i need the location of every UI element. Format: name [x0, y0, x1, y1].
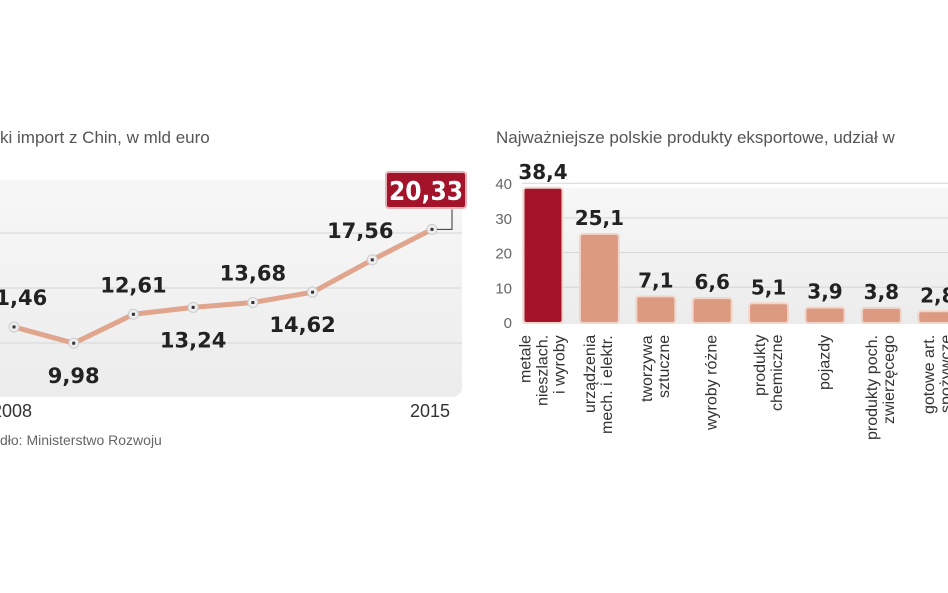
data-point-center	[191, 305, 195, 309]
data-point-center	[12, 325, 16, 329]
data-label: 2,8	[920, 283, 948, 307]
bar-chart-title: Najważniejsze polskie produkty eksportow…	[496, 128, 895, 147]
data-label: 9,98	[48, 364, 100, 388]
data-label: 13,68	[220, 262, 286, 286]
category-label: pojazdy	[816, 335, 834, 391]
data-label: 20,33	[389, 177, 463, 207]
data-point-center	[131, 312, 135, 316]
bar	[637, 297, 675, 322]
data-point-center	[251, 301, 255, 305]
data-label: 17,56	[327, 219, 393, 243]
data-label: 5,1	[751, 275, 786, 299]
bar	[750, 304, 788, 322]
data-label: 38,4	[518, 160, 567, 184]
bar	[862, 308, 900, 322]
y-tick-label: 10	[495, 280, 512, 297]
data-label: 6,6	[694, 270, 729, 294]
y-tick-label: 40	[495, 176, 512, 193]
data-label: 13,24	[160, 328, 226, 352]
y-tick-label: 20	[495, 246, 512, 263]
data-label: 14,62	[269, 313, 335, 337]
source-note: dło: Ministerstwo Rozwoju	[0, 432, 162, 448]
bar	[693, 299, 731, 322]
line-series	[13, 227, 434, 346]
data-label: 3,9	[807, 279, 842, 303]
data-label: 11,46	[0, 286, 47, 310]
highlight-label-box	[385, 171, 467, 209]
data-label: 12,61	[100, 273, 166, 297]
data-label: 3,8	[864, 280, 899, 304]
data-point-center	[311, 290, 315, 294]
category-label: produkty poch. zwierzęcego	[864, 335, 899, 440]
x-tick-label: 2008	[0, 401, 33, 421]
data-label: 25,1	[575, 206, 624, 230]
bar	[580, 234, 618, 322]
category-label: wyroby różne	[703, 335, 721, 431]
data-label: 7,1	[638, 268, 673, 292]
bar	[919, 312, 948, 322]
y-tick-label: 0	[504, 315, 512, 332]
category-label: produkty chemiczne	[751, 335, 786, 412]
x-tick-label: 2015	[410, 401, 451, 421]
data-point-center	[430, 227, 434, 231]
category-label: metale nieszlach. i wyroby	[517, 335, 569, 407]
category-label: gotowe art. spożywcze	[920, 335, 948, 415]
bar	[806, 308, 844, 322]
category-label: tworzywa sztuczne	[638, 335, 673, 402]
data-point-center	[72, 341, 76, 345]
data-point-center	[370, 258, 374, 262]
y-tick-label: 30	[495, 211, 512, 228]
callout-leader	[437, 209, 453, 230]
line-chart-title: ki import z Chin, w mld euro	[0, 128, 210, 147]
category-label: urządzenia mech. i elektr.	[582, 335, 617, 434]
bar	[524, 188, 562, 322]
